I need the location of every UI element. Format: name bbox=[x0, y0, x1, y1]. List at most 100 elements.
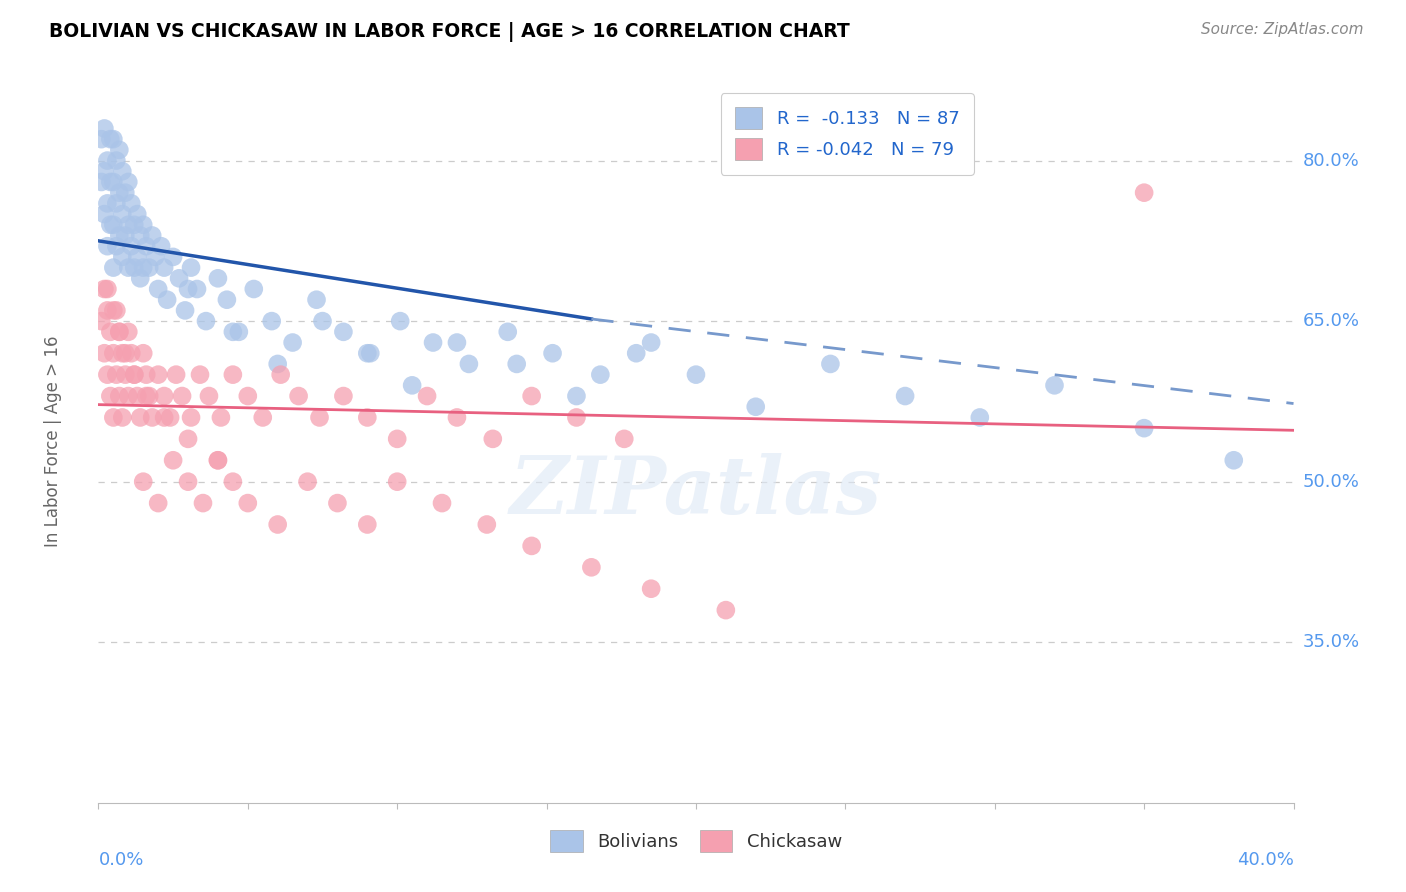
Point bbox=[127, 207, 149, 221]
Point bbox=[90, 175, 112, 189]
Point bbox=[120, 196, 142, 211]
Point bbox=[195, 314, 218, 328]
Point bbox=[162, 250, 184, 264]
Point bbox=[207, 453, 229, 467]
Point bbox=[90, 314, 112, 328]
Point bbox=[162, 453, 184, 467]
Point bbox=[105, 303, 128, 318]
Point bbox=[311, 314, 333, 328]
Point bbox=[1133, 186, 1156, 200]
Point bbox=[98, 175, 122, 189]
Point bbox=[446, 335, 468, 350]
Point bbox=[180, 410, 202, 425]
Point bbox=[153, 410, 176, 425]
Point bbox=[111, 207, 134, 221]
Point bbox=[287, 389, 309, 403]
Point bbox=[332, 325, 354, 339]
Point bbox=[326, 496, 349, 510]
Point bbox=[260, 314, 283, 328]
Point bbox=[103, 218, 125, 232]
Text: 40.0%: 40.0% bbox=[1237, 851, 1294, 869]
Point bbox=[207, 271, 229, 285]
Point bbox=[93, 207, 115, 221]
Point bbox=[356, 410, 378, 425]
Point bbox=[127, 389, 149, 403]
Point bbox=[93, 121, 115, 136]
Point bbox=[129, 410, 152, 425]
Point bbox=[120, 239, 142, 253]
Point bbox=[124, 368, 146, 382]
Point bbox=[267, 517, 290, 532]
Point bbox=[117, 218, 139, 232]
Point bbox=[222, 475, 245, 489]
Point bbox=[108, 228, 131, 243]
Point bbox=[153, 389, 176, 403]
Point bbox=[482, 432, 505, 446]
Point bbox=[108, 389, 131, 403]
Point bbox=[685, 368, 707, 382]
Point bbox=[356, 346, 378, 360]
Point bbox=[103, 303, 125, 318]
Text: In Labor Force | Age > 16: In Labor Force | Age > 16 bbox=[44, 335, 62, 548]
Point bbox=[103, 132, 125, 146]
Text: 65.0%: 65.0% bbox=[1302, 312, 1360, 330]
Point bbox=[111, 410, 134, 425]
Point bbox=[297, 475, 319, 489]
Point bbox=[105, 196, 128, 211]
Point bbox=[124, 260, 146, 275]
Point bbox=[120, 346, 142, 360]
Point bbox=[209, 410, 232, 425]
Point bbox=[267, 357, 290, 371]
Point bbox=[132, 475, 155, 489]
Point bbox=[93, 164, 115, 178]
Point bbox=[103, 175, 125, 189]
Point bbox=[236, 496, 259, 510]
Legend: Bolivians, Chickasaw: Bolivians, Chickasaw bbox=[543, 822, 849, 859]
Point bbox=[111, 346, 134, 360]
Point bbox=[820, 357, 842, 371]
Point bbox=[613, 432, 636, 446]
Point bbox=[252, 410, 274, 425]
Point bbox=[416, 389, 439, 403]
Point bbox=[236, 389, 259, 403]
Point bbox=[111, 164, 134, 178]
Point bbox=[177, 432, 200, 446]
Point bbox=[124, 368, 146, 382]
Point bbox=[356, 517, 378, 532]
Point bbox=[332, 389, 354, 403]
Point bbox=[114, 368, 136, 382]
Text: 35.0%: 35.0% bbox=[1302, 633, 1360, 651]
Text: BOLIVIAN VS CHICKASAW IN LABOR FORCE | AGE > 16 CORRELATION CHART: BOLIVIAN VS CHICKASAW IN LABOR FORCE | A… bbox=[49, 22, 851, 42]
Point bbox=[385, 432, 409, 446]
Point bbox=[105, 239, 128, 253]
Point bbox=[969, 410, 991, 425]
Point bbox=[96, 282, 118, 296]
Point bbox=[127, 250, 149, 264]
Point bbox=[172, 389, 194, 403]
Point bbox=[114, 186, 136, 200]
Point bbox=[640, 335, 662, 350]
Point bbox=[117, 325, 139, 339]
Point bbox=[496, 325, 519, 339]
Point bbox=[103, 260, 125, 275]
Point bbox=[141, 228, 163, 243]
Point bbox=[108, 325, 131, 339]
Point bbox=[180, 260, 202, 275]
Point bbox=[105, 368, 128, 382]
Point bbox=[1223, 453, 1246, 467]
Point bbox=[640, 582, 662, 596]
Point bbox=[565, 410, 588, 425]
Point bbox=[186, 282, 208, 296]
Point bbox=[520, 389, 543, 403]
Text: 80.0%: 80.0% bbox=[1302, 152, 1360, 169]
Point bbox=[117, 389, 139, 403]
Point bbox=[894, 389, 917, 403]
Point bbox=[96, 153, 118, 168]
Point bbox=[96, 196, 118, 211]
Point bbox=[385, 475, 409, 489]
Text: ZIPatlas: ZIPatlas bbox=[510, 453, 882, 531]
Point bbox=[98, 325, 122, 339]
Point bbox=[177, 475, 200, 489]
Point bbox=[177, 282, 200, 296]
Point bbox=[153, 260, 176, 275]
